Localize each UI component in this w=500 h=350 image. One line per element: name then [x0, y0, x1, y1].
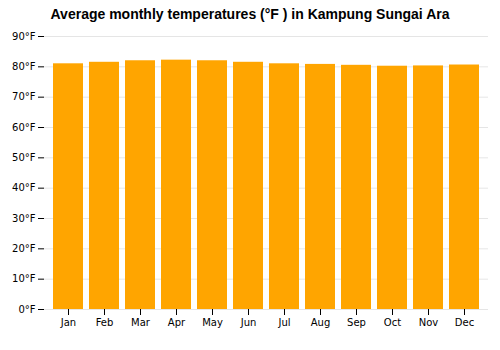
svg-text:20°F: 20°F — [12, 243, 36, 254]
svg-text:Sep: Sep — [347, 317, 366, 328]
svg-text:80°F: 80°F — [12, 61, 36, 72]
svg-text:Oct: Oct — [384, 317, 401, 328]
svg-text:0°F: 0°F — [18, 304, 35, 315]
svg-text:10°F: 10°F — [12, 273, 36, 284]
svg-text:Jan: Jan — [60, 317, 76, 328]
svg-text:50°F: 50°F — [12, 152, 36, 163]
html-text:Average monthly temperatures (: Average monthly temperatures (°F ) in Ka… — [50, 6, 450, 22]
svg-text:90°F: 90°F — [12, 31, 36, 42]
svg-text:Apr: Apr — [168, 317, 186, 328]
svg-text:40°F: 40°F — [12, 182, 36, 193]
svg-text:May: May — [202, 317, 223, 328]
svg-text:70°F: 70°F — [12, 91, 36, 102]
svg-text:Feb: Feb — [96, 317, 114, 328]
svg-text:Jun: Jun — [240, 317, 257, 328]
svg-text:Nov: Nov — [419, 317, 439, 328]
svg-text:Jul: Jul — [277, 317, 290, 328]
svg-text:Aug: Aug — [311, 317, 331, 328]
svg-text:30°F: 30°F — [12, 213, 36, 224]
svg-text:Dec: Dec — [455, 317, 474, 328]
svg-text:Mar: Mar — [131, 317, 151, 328]
svg-text:60°F: 60°F — [12, 122, 36, 133]
